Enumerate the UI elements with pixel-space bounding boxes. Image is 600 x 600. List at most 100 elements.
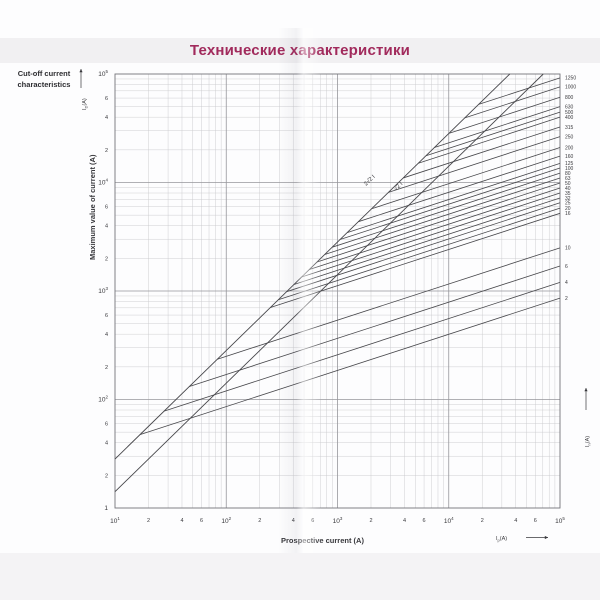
y-tick-decade: 105: [98, 69, 108, 78]
rating-label-4: 4: [565, 280, 568, 286]
x-tick-minor: 2: [369, 518, 372, 524]
rating-label-6: 6: [565, 264, 568, 270]
rating-curve-200: [371, 147, 561, 210]
x-tick-decade: 102: [221, 516, 231, 525]
x-tick-minor: 4: [403, 518, 406, 524]
y-tick-minor: 6: [105, 96, 108, 102]
rating-label-50: 50: [565, 181, 571, 187]
plot-frame: [114, 73, 561, 509]
x-tick-minor: 6: [423, 518, 426, 524]
y-tick-minor: 6: [105, 205, 108, 211]
rating-curve-125: [347, 163, 561, 233]
rating-curve-80: [332, 172, 561, 248]
x-axis-arrow-head: [544, 535, 548, 540]
rating-label-160: 160: [565, 154, 574, 160]
rating-curve-2: [139, 297, 561, 436]
right-axis-arrow-head: [584, 388, 588, 392]
x-tick-minor: 2: [481, 518, 484, 524]
x-tick-decade: 104: [444, 516, 454, 525]
rating-label-80: 80: [565, 171, 571, 177]
rating-label-20: 20: [565, 206, 571, 212]
section-heading-line2: characteristics: [17, 80, 71, 90]
rating-label-10: 10: [565, 246, 571, 252]
x-tick-minor: 4: [180, 518, 183, 524]
rating-curve-100: [339, 167, 561, 240]
rating-label-25: 25: [565, 201, 571, 207]
y-tick-decade: 103: [98, 286, 108, 295]
x-tick-minor: 6: [200, 518, 203, 524]
rating-curve-10: [217, 247, 561, 360]
section-heading: Cut-off current characteristics: [8, 68, 80, 91]
y-tick-minor: 2: [105, 365, 108, 371]
reference-line-label: √2 I: [393, 180, 405, 192]
rating-curve-160: [358, 155, 561, 223]
x-tick-minor: 4: [292, 518, 295, 524]
x-axis-title: Prospective current (A): [281, 536, 364, 545]
rating-curve-4: [163, 282, 561, 412]
right-axis-symbol: In(A): [585, 436, 592, 447]
rating-curve-630: [434, 106, 561, 148]
rating-curve-50: [316, 182, 561, 263]
rating-curve-400: [418, 116, 561, 164]
rating-label-125: 125: [565, 161, 574, 167]
rating-curve-500: [425, 111, 561, 157]
rating-label-63: 63: [565, 176, 571, 182]
y-tick-minor: 4: [105, 115, 108, 121]
y-axis-title: Maximum value of current (A): [88, 154, 97, 260]
x-tick-minor: 6: [311, 518, 314, 524]
reference-line-0: [114, 73, 511, 460]
rating-label-16: 16: [565, 211, 571, 217]
rating-label-1250: 1250: [565, 76, 576, 82]
y-axis-symbol: ID(A): [82, 98, 89, 110]
rating-curve-25: [286, 202, 561, 293]
page-bottom-margin: [0, 553, 600, 600]
x-tick-minor: 2: [147, 518, 150, 524]
y-tick-decade: 102: [98, 395, 108, 404]
rating-curve-63: [324, 177, 561, 255]
rating-label-315: 315: [565, 125, 574, 131]
rating-curve-32: [293, 197, 561, 285]
x-tick-minor: 2: [258, 518, 261, 524]
x-axis-symbol: Ip(A): [496, 536, 507, 543]
rating-curve-6: [189, 265, 561, 387]
rating-curve-315: [403, 126, 561, 179]
rating-curve-35: [301, 192, 561, 278]
rating-curve-20: [278, 207, 561, 301]
rating-label-400: 400: [565, 115, 574, 121]
section-heading-line1: Cut-off current: [17, 69, 71, 78]
y-tick-minor: 2: [105, 256, 108, 262]
rating-curve-1000: [464, 86, 561, 119]
rating-label-500: 500: [565, 110, 574, 116]
y-tick-decade: 1: [104, 505, 108, 512]
rating-label-32: 32: [565, 196, 571, 202]
rating-label-1000: 1000: [565, 85, 576, 91]
rating-label-800: 800: [565, 95, 574, 101]
rating-curve-250: [388, 136, 561, 193]
rating-label-250: 250: [565, 134, 574, 140]
reference-line-label: 2√2 I: [363, 173, 377, 187]
y-tick-minor: 4: [105, 441, 108, 447]
rating-label-2: 2: [565, 296, 568, 302]
x-tick-decade: 101: [110, 516, 120, 525]
y-tick-minor: 2: [105, 473, 108, 479]
rating-curve-40: [309, 187, 561, 270]
x-tick-minor: 6: [534, 518, 537, 524]
rating-label-40: 40: [565, 186, 571, 192]
y-tick-decade: 104: [98, 178, 108, 187]
y-axis-arrow-head: [79, 69, 83, 73]
y-tick-minor: 6: [105, 313, 108, 319]
rating-label-100: 100: [565, 166, 574, 172]
rating-label-200: 200: [565, 145, 574, 151]
rating-curve-1250: [478, 77, 561, 105]
y-tick-minor: 6: [105, 422, 108, 428]
x-tick-decade: 105: [555, 516, 565, 525]
y-tick-minor: 4: [105, 224, 108, 230]
rating-label-630: 630: [565, 104, 574, 110]
rating-curve-800: [448, 96, 561, 134]
rating-label-35: 35: [565, 191, 571, 197]
x-tick-minor: 4: [514, 518, 517, 524]
y-tick-minor: 4: [105, 332, 108, 338]
x-tick-decade: 103: [333, 516, 343, 525]
